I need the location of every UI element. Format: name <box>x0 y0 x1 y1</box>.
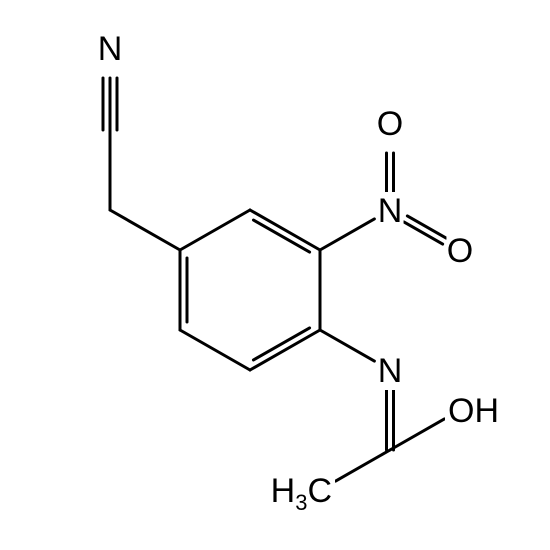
atom-label: OH <box>448 392 499 430</box>
atom-label: O <box>377 105 403 143</box>
atom-label: O <box>447 232 473 270</box>
molecule-diagram: NOONOHH3CN <box>0 0 550 550</box>
atom-label: N <box>378 352 403 390</box>
atom-label: N <box>98 30 123 68</box>
atom-label: N <box>378 192 403 230</box>
